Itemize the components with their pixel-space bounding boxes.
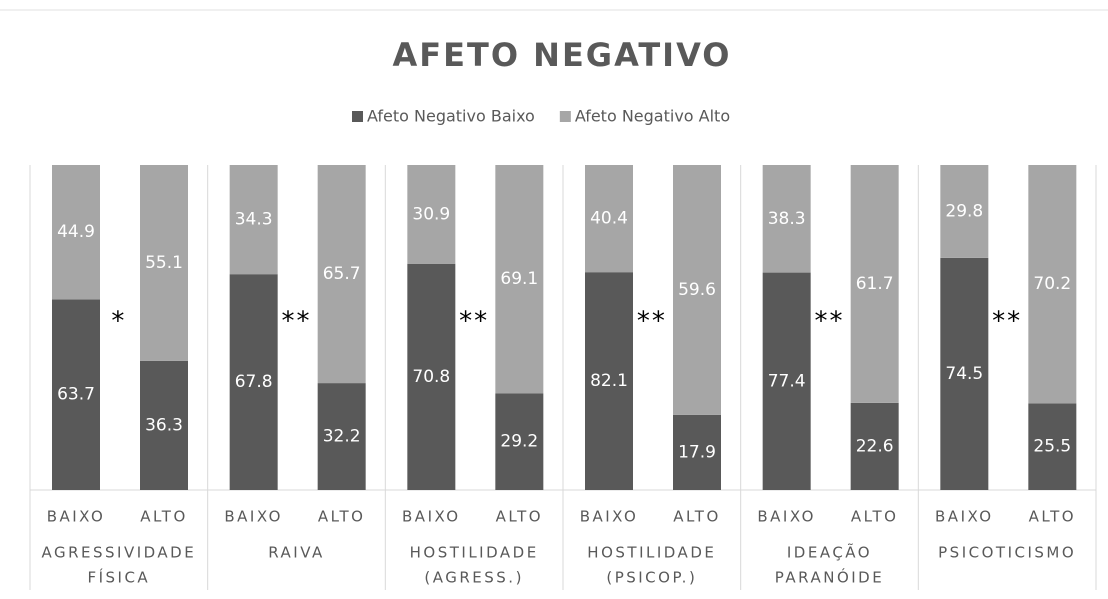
bar-segment [317, 165, 366, 384]
significance-marker: ** [815, 307, 845, 337]
legend-label: Afeto Negativo Alto [575, 107, 730, 126]
value-label: 69.1 [500, 269, 538, 289]
group-label: IDEAÇÃO [787, 543, 872, 562]
value-label: 29.2 [500, 432, 538, 452]
legend-swatch [559, 111, 571, 122]
bar-segment [229, 274, 278, 490]
bar-segment [850, 165, 899, 403]
bar-segment [585, 272, 633, 490]
value-label: 70.8 [412, 367, 450, 387]
x-tick-label: BAIXO [47, 508, 106, 526]
value-label: 63.7 [57, 385, 95, 405]
bar-segment [762, 165, 811, 273]
value-label: 29.8 [945, 201, 983, 221]
significance-marker: * [111, 307, 126, 337]
legend-label: Afeto Negativo Baixo [367, 107, 535, 126]
group-label: PSICOTICISMO [938, 544, 1076, 562]
bar-segment [407, 165, 456, 264]
value-label: 17.9 [678, 442, 716, 462]
value-label: 77.4 [768, 371, 806, 391]
significance-marker: ** [459, 307, 489, 337]
group-label: HOSTILIDADE [410, 544, 539, 562]
bar-segment [940, 165, 989, 258]
value-label: 65.7 [323, 264, 361, 284]
x-tick-label: ALTO [1029, 508, 1077, 526]
bar-segment [140, 360, 188, 490]
value-label: 36.3 [145, 415, 183, 435]
bar-segment [407, 263, 456, 490]
bar-segment [229, 165, 278, 275]
value-label: 22.6 [856, 436, 894, 456]
group-label: (AGRESS.) [424, 569, 524, 587]
significance-marker: ** [992, 307, 1022, 337]
x-tick-label: ALTO [496, 508, 544, 526]
value-label: 55.1 [145, 253, 183, 273]
bar-segment [1028, 403, 1077, 490]
value-label: 70.2 [1033, 274, 1071, 294]
value-label: 59.6 [678, 280, 716, 300]
bar-segment [940, 257, 989, 490]
x-tick-label: ALTO [851, 508, 899, 526]
value-label: 74.5 [945, 364, 983, 384]
x-tick-label: BAIXO [935, 508, 994, 526]
bar-segment [52, 165, 100, 300]
value-label: 61.7 [856, 274, 894, 294]
bar-segment [850, 402, 899, 490]
bar-segment [762, 272, 811, 490]
significance-marker: ** [282, 307, 312, 337]
x-tick-label: BAIXO [580, 508, 639, 526]
x-tick-label: ALTO [140, 508, 188, 526]
value-label: 67.8 [235, 372, 273, 392]
group-label: (PSICOP.) [606, 569, 697, 587]
x-tick-label: BAIXO [757, 508, 816, 526]
bar-segment [495, 165, 544, 394]
value-label: 25.5 [1033, 437, 1071, 457]
value-label: 44.9 [57, 222, 95, 242]
bar-segment [673, 165, 721, 415]
group-label: FÍSICA [87, 568, 150, 587]
x-tick-label: BAIXO [224, 508, 283, 526]
legend-swatch [352, 111, 363, 122]
value-label: 40.4 [590, 209, 628, 229]
group-label: PARANÓIDE [775, 568, 884, 587]
value-label: 38.3 [768, 209, 806, 229]
chart-title: AFETO NEGATIVO [393, 36, 732, 74]
group-label: AGRESSIVIDADE [41, 544, 196, 562]
x-tick-label: ALTO [673, 508, 721, 526]
bar-segment [673, 414, 721, 490]
value-label: 30.9 [412, 204, 450, 224]
bar-segment [585, 165, 633, 273]
bar-segment [317, 383, 366, 490]
value-label: 32.2 [323, 427, 361, 447]
value-label: 82.1 [590, 371, 628, 391]
bar-segment [495, 393, 544, 490]
x-tick-label: ALTO [318, 508, 366, 526]
bar-segment [1028, 165, 1077, 404]
group-label: RAIVA [268, 544, 325, 562]
bar-segment [52, 299, 100, 490]
bar-segment [140, 165, 188, 361]
group-label: HOSTILIDADE [587, 544, 716, 562]
value-label: 34.3 [235, 210, 273, 230]
significance-marker: ** [637, 307, 667, 337]
x-tick-label: BAIXO [402, 508, 461, 526]
